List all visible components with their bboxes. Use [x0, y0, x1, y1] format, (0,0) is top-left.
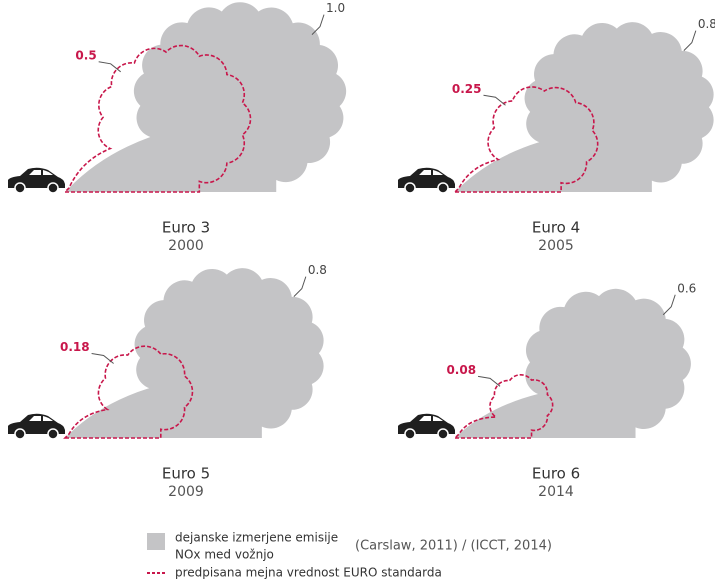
panel-year: 2009	[168, 484, 204, 500]
limit-value-label: 0.5	[75, 48, 96, 62]
actual-emission-cloud	[455, 289, 691, 438]
actual-leader	[663, 295, 675, 315]
actual-leader	[294, 277, 306, 297]
actual-emission-cloud	[65, 268, 324, 438]
panel-year: 2014	[538, 484, 574, 500]
infographic: dejanske izmerjene emisije NOx med vožnj…	[0, 0, 715, 579]
legend-actual-line1: dejanske izmerjene emisije	[175, 531, 338, 545]
limit-leader	[478, 376, 500, 386]
panel-year: 2000	[168, 238, 204, 254]
actual-leader	[684, 31, 696, 51]
limit-leader	[99, 62, 121, 72]
car-wheel	[438, 183, 448, 193]
car-wheel	[48, 429, 58, 439]
panel-year: 2005	[538, 238, 574, 254]
panel-title: Euro 3	[162, 219, 210, 237]
actual-value-label: 0.6	[677, 281, 696, 295]
legend-swatch-actual	[147, 533, 165, 550]
legend-limit: predpisana mejna vrednost EURO standarda	[175, 566, 442, 579]
actual-emission-cloud	[455, 22, 714, 192]
actual-emission-cloud	[65, 2, 346, 192]
car-wheel	[405, 183, 415, 193]
legend-actual-line2: NOx med vožnjo	[175, 548, 274, 562]
car-wheel	[15, 183, 25, 193]
limit-value-label: 0.08	[446, 363, 476, 377]
car-wheel	[405, 429, 415, 439]
actual-value-label: 1.0	[326, 1, 345, 15]
panel-title: Euro 4	[532, 219, 580, 237]
limit-value-label: 0.18	[60, 340, 90, 354]
car-wheel	[15, 429, 25, 439]
car-wheel	[48, 183, 58, 193]
panel-title: Euro 5	[162, 465, 210, 483]
car-wheel	[438, 429, 448, 439]
panel-title: Euro 6	[532, 465, 580, 483]
actual-value-label: 0.8	[698, 17, 715, 31]
limit-value-label: 0.25	[452, 82, 482, 96]
source: (Carslaw, 2011) / (ICCT, 2014)	[355, 539, 552, 554]
actual-value-label: 0.8	[308, 263, 327, 277]
